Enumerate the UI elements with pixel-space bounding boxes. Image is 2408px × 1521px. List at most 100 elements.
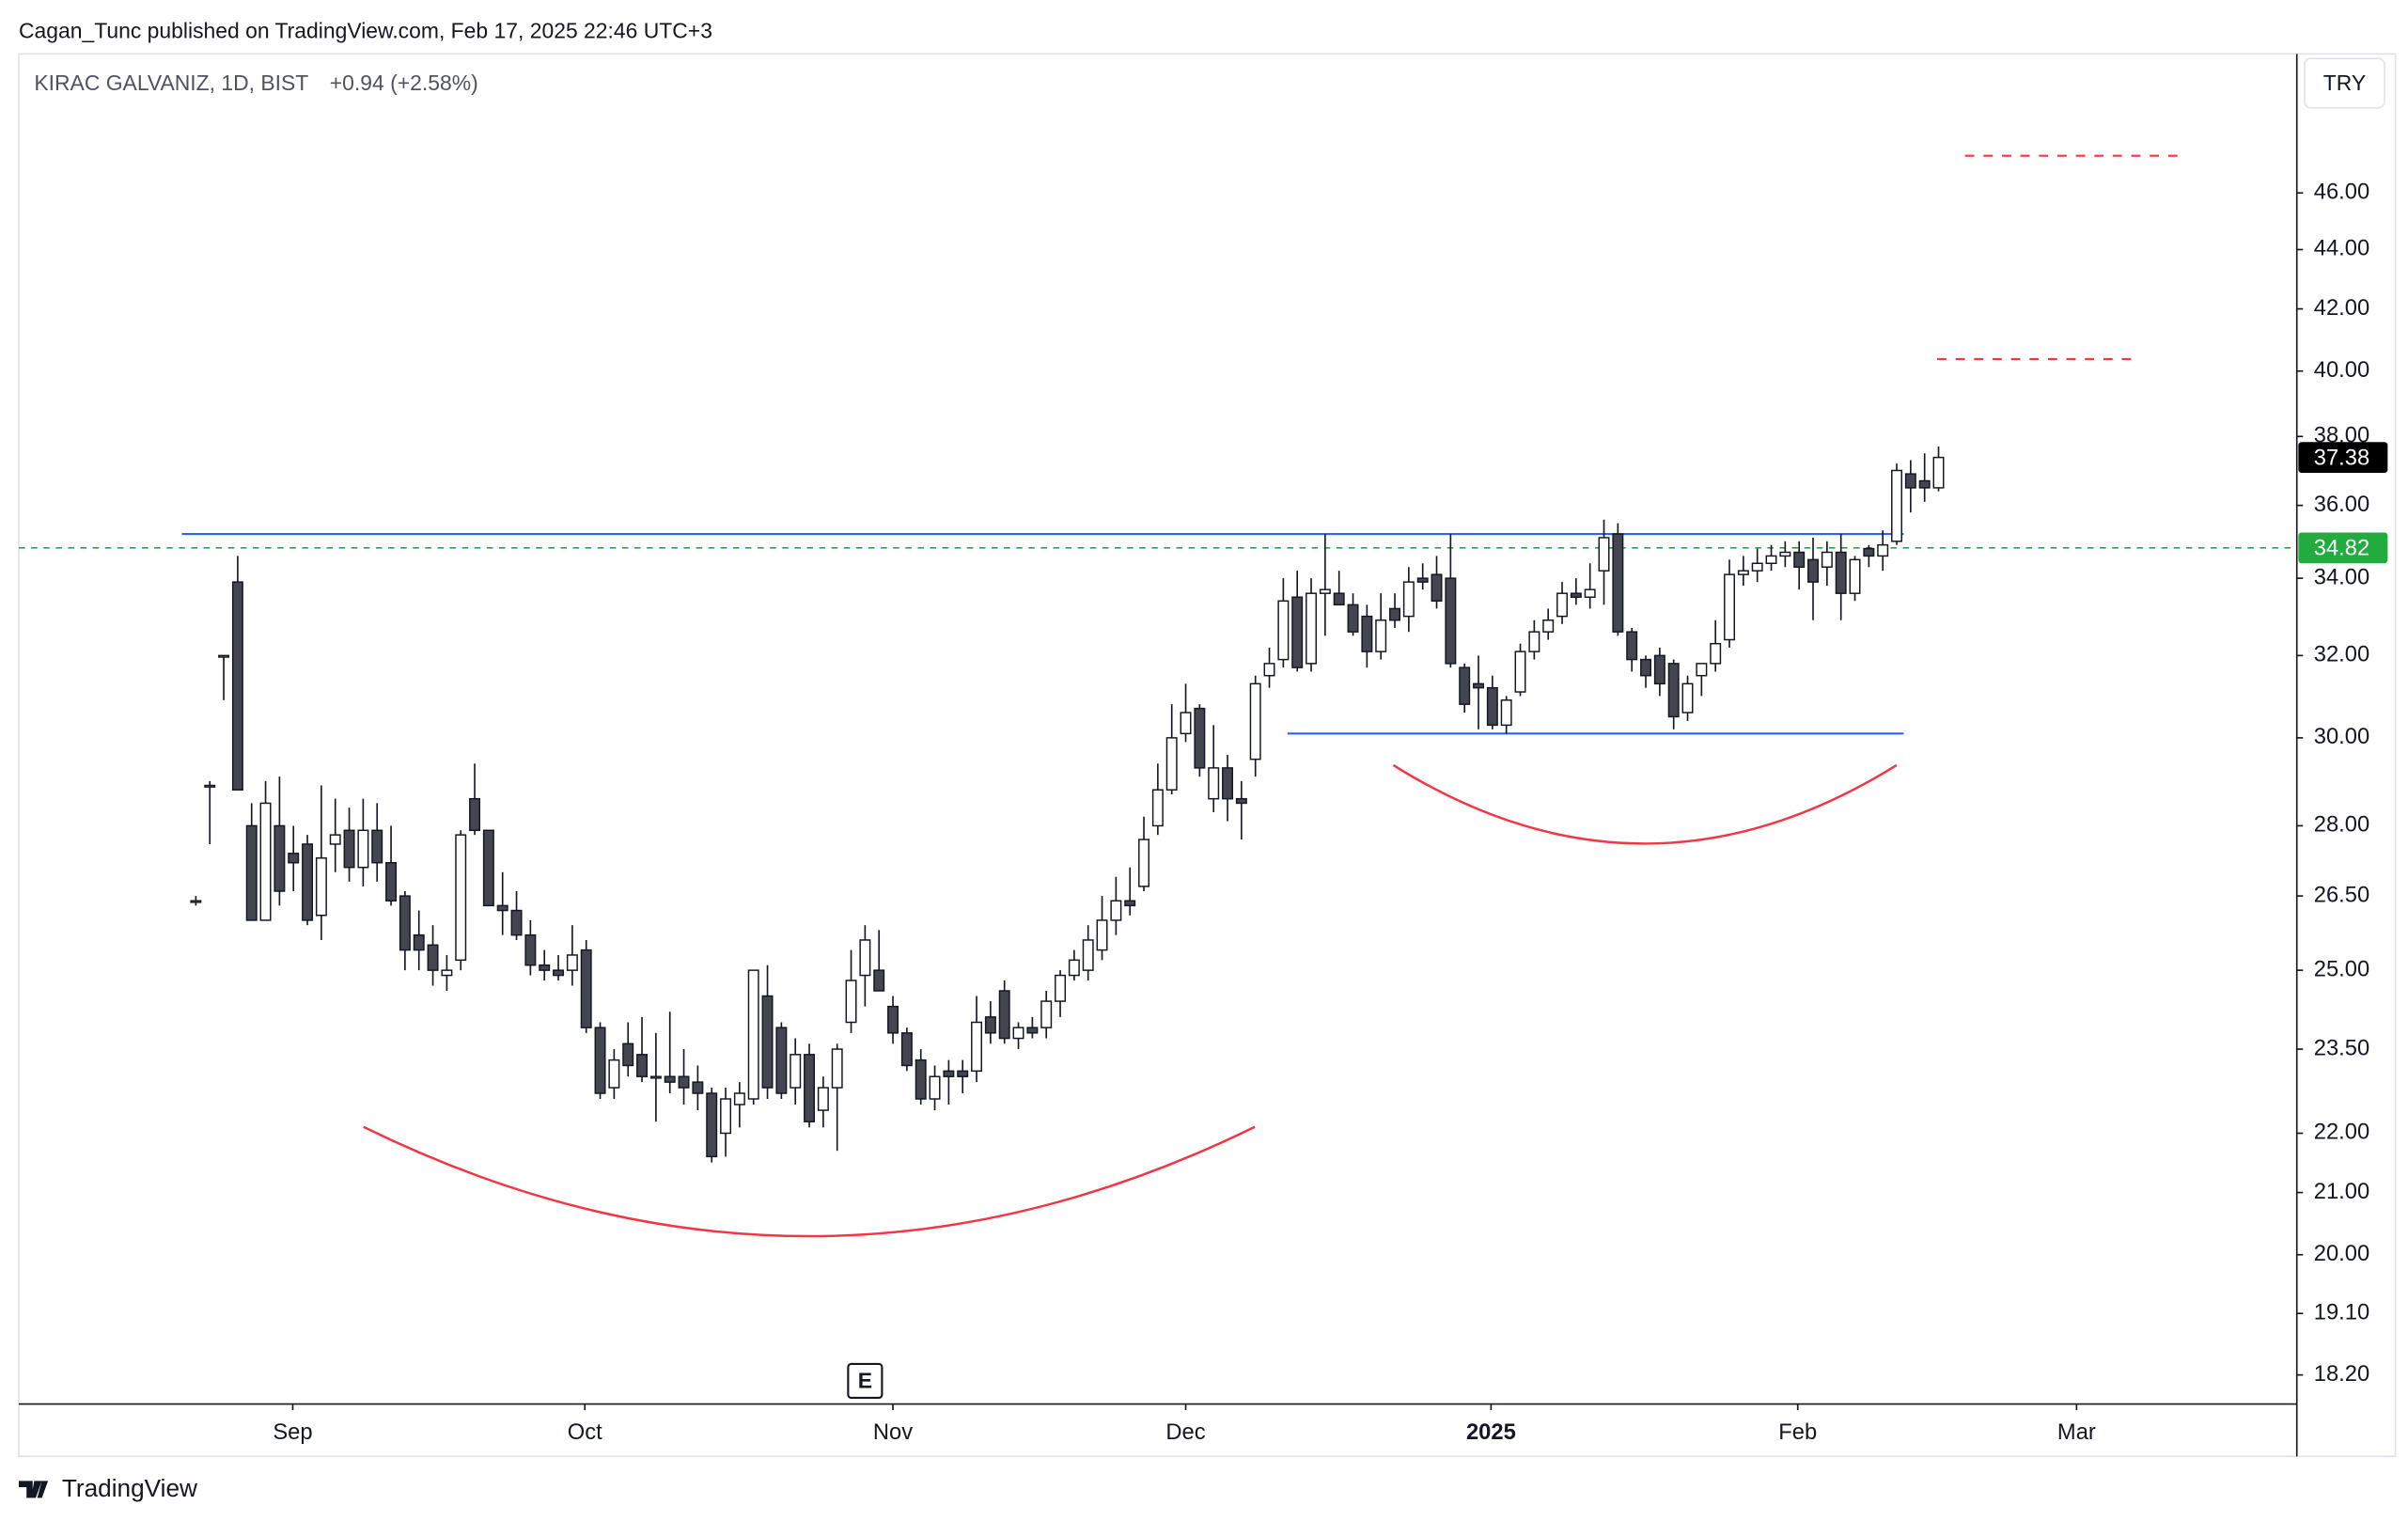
candle-body: [900, 1032, 913, 1067]
candle-body: [664, 1075, 676, 1083]
candle-body: [1402, 581, 1415, 618]
y-tick-label: 34.00: [2314, 565, 2369, 589]
candle-body: [790, 1054, 802, 1089]
footer-logo: TradingView: [19, 1474, 197, 1502]
candle-body: [1040, 1000, 1053, 1028]
candle-body: [1473, 682, 1485, 689]
candle-body: [1151, 789, 1164, 827]
candle-body: [427, 944, 439, 971]
x-tick-label: 2025: [1466, 1420, 1516, 1445]
candle-body: [1068, 959, 1080, 977]
candle-body: [399, 895, 411, 951]
symbol-title: KIRAC GALVANIZ, 1D, BIST: [34, 71, 308, 95]
candle-body: [524, 933, 537, 966]
candle-body: [817, 1087, 829, 1111]
candle-body: [1277, 600, 1290, 661]
candle-body: [636, 1054, 649, 1077]
price-tag-label: 34.82: [2314, 537, 2369, 561]
y-tick-label: 22.00: [2314, 1121, 2369, 1145]
candle-body: [510, 909, 523, 936]
candle-body: [1249, 682, 1261, 760]
candle-body: [775, 1027, 788, 1094]
candle-body: [1570, 592, 1582, 598]
candle-body: [1486, 686, 1498, 727]
candle-body: [649, 1075, 662, 1079]
candle-body: [1389, 607, 1401, 621]
candle-body: [1863, 547, 1875, 557]
candle-body: [1026, 1027, 1039, 1034]
candle-body: [1222, 767, 1234, 800]
y-tick-label: 26.50: [2314, 883, 2369, 907]
candle-body: [357, 829, 369, 869]
candle-body: [1431, 573, 1443, 603]
candle-body: [1932, 456, 1945, 489]
x-tick-label: Feb: [1778, 1420, 1817, 1445]
candle-body: [845, 980, 857, 1024]
candle-body: [218, 654, 230, 658]
candle-body: [1918, 479, 1931, 489]
candle-body: [1514, 651, 1526, 693]
candle-body: [455, 834, 467, 962]
candle-body: [1891, 469, 1903, 542]
candle-body: [1640, 658, 1652, 677]
candle-body: [1124, 900, 1136, 907]
candle-body: [566, 954, 578, 971]
footer-brand: TradingView: [62, 1474, 197, 1502]
candle-body: [231, 581, 243, 791]
x-tick-label: Mar: [2057, 1420, 2096, 1445]
candle-body: [1096, 919, 1108, 951]
candle-body: [971, 1021, 983, 1073]
candle-body: [1612, 533, 1624, 633]
y-tick-label: 19.10: [2314, 1300, 2369, 1325]
chart-frame: [18, 53, 2397, 1458]
currency[interactable]: TRY: [2323, 71, 2366, 95]
price-change: +0.94 (+2.58%): [330, 71, 478, 95]
y-tick-label: 44.00: [2314, 237, 2369, 261]
candle-body: [1710, 642, 1722, 665]
y-tick-label: 21.00: [2314, 1180, 2369, 1204]
x-tick-label: Oct: [568, 1420, 602, 1445]
candle-body: [859, 939, 871, 977]
candle-body: [1598, 537, 1610, 572]
candle-body: [984, 1016, 996, 1034]
candle-body: [496, 904, 508, 912]
y-tick-label: 30.00: [2314, 725, 2369, 749]
candle-body: [678, 1075, 690, 1089]
y-tick-label: 18.20: [2314, 1362, 2369, 1387]
currency-button[interactable]: [2304, 57, 2385, 109]
candle-body: [1416, 577, 1429, 583]
candle-body: [1751, 562, 1763, 572]
candle-body: [259, 802, 272, 921]
price-tag-label: 37.38: [2314, 447, 2369, 471]
candle-body: [1542, 619, 1555, 633]
candle-body: [1445, 577, 1457, 665]
candle-body: [747, 969, 759, 1100]
candle-body: [1904, 473, 1916, 489]
candle-body: [1375, 619, 1387, 652]
candle-body: [1361, 615, 1373, 652]
candle-body: [831, 1048, 843, 1089]
candle-body: [1779, 551, 1791, 557]
candle-body: [957, 1070, 969, 1077]
candle-body: [274, 824, 286, 892]
candle-body: [302, 843, 314, 921]
candle-body: [441, 969, 453, 977]
candle-body: [1194, 707, 1206, 769]
y-tick-label: 23.50: [2314, 1036, 2369, 1060]
candle-body: [329, 834, 341, 845]
logo-mark: [19, 1481, 49, 1498]
y-tick-label: 42.00: [2314, 296, 2369, 321]
x-tick-label: Dec: [1165, 1420, 1205, 1445]
candle-body: [692, 1081, 704, 1094]
candle-body: [915, 1058, 927, 1100]
candle-body: [1263, 663, 1275, 677]
candle-body: [288, 853, 300, 864]
candle-body: [1180, 712, 1192, 735]
candle-body: [622, 1043, 634, 1067]
y-tick-label: 32.00: [2314, 643, 2369, 667]
candle-body: [1306, 592, 1318, 665]
candle-body: [1110, 900, 1122, 921]
candle-body: [733, 1092, 745, 1105]
candle-body: [1696, 663, 1708, 677]
candle-body: [1556, 592, 1569, 618]
